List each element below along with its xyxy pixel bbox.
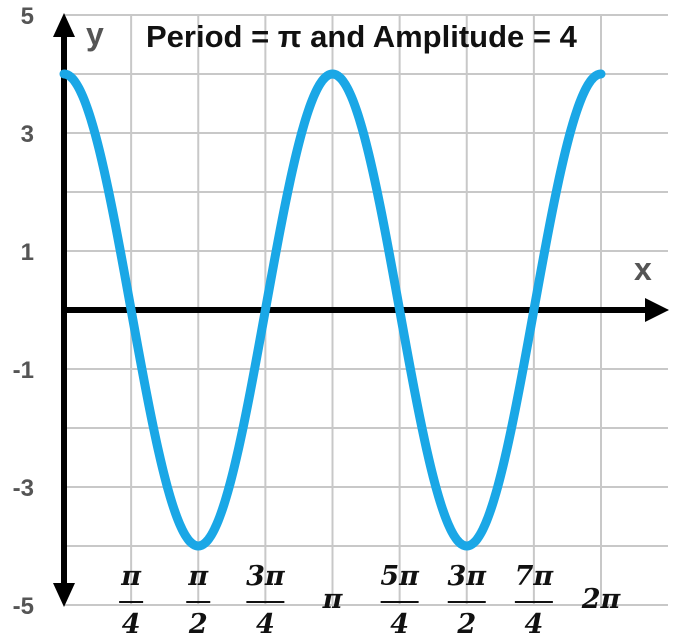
x-axis-arrow: [645, 298, 669, 322]
x-tick-numerator: π: [187, 561, 209, 592]
x-tick-fraction: 5π 4: [380, 561, 420, 640]
x-tick-label: 2π: [581, 584, 622, 615]
x-tick-fraction: 3π 4: [246, 561, 286, 640]
axes: [53, 13, 669, 607]
x-tick-fraction: π2: [186, 561, 211, 640]
x-tick-fraction: π4: [119, 561, 144, 640]
x-tick-denominator: 4: [524, 609, 543, 640]
y-tick-label: 5: [21, 3, 34, 30]
x-tick-denominator: 4: [256, 609, 275, 640]
x-tick-denominator: 4: [390, 609, 409, 640]
x-tick-numerator: 7π: [515, 561, 555, 592]
x-axis-label: x: [634, 251, 652, 287]
series-line-cosine: [59, 69, 606, 551]
y-tick-label: 1: [21, 239, 34, 266]
y-tick-label: -3: [13, 475, 34, 502]
x-tick-numerator: 5π: [380, 561, 420, 592]
x-tick-fraction: 3π 2: [447, 561, 487, 640]
curve-layer: [59, 69, 606, 551]
x-tick-fraction: 7π 4: [515, 561, 555, 640]
chart-title: Period = π and Amplitude = 4: [146, 19, 578, 54]
y-tick-label: -1: [13, 357, 34, 384]
y-axis-label: y: [86, 16, 104, 52]
y-tick-label: 3: [21, 121, 34, 148]
x-tick-label: π: [322, 584, 344, 615]
y-tick-labels: 5 3 1 -1 -3 -5: [13, 3, 34, 620]
x-tick-denominator: 2: [188, 609, 208, 640]
x-tick-denominator: 2: [456, 609, 476, 640]
y-tick-label: -5: [13, 593, 34, 620]
x-tick-numerator: 3π: [447, 561, 487, 592]
x-tick-numerator: π: [120, 561, 142, 592]
y-axis-arrow-up: [53, 13, 75, 37]
x-tick-numerator: 3π: [246, 561, 286, 592]
y-axis-arrow-down: [53, 583, 75, 607]
x-tick-denominator: 4: [122, 609, 141, 640]
